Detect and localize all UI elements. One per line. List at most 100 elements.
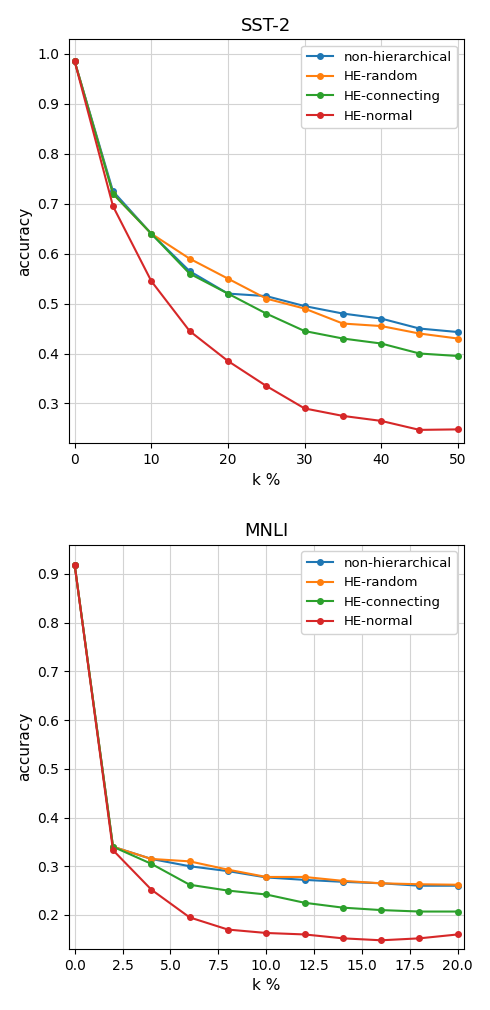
HE-connecting (148, 227, 154, 239)
HE-random (416, 327, 422, 339)
HE-normal (110, 844, 116, 856)
Y-axis label: accuracy: accuracy (17, 207, 32, 276)
non-hierarchical (110, 840, 116, 852)
non-hierarchical (72, 560, 77, 572)
Line: HE-random: HE-random (72, 59, 461, 341)
Line: HE-normal: HE-normal (72, 563, 461, 943)
HE-connecting (263, 307, 269, 319)
HE-normal (72, 560, 77, 572)
non-hierarchical (225, 288, 231, 300)
non-hierarchical (416, 322, 422, 334)
HE-connecting (225, 885, 231, 897)
non-hierarchical (416, 880, 422, 892)
HE-random (302, 303, 308, 315)
HE-random (225, 864, 231, 876)
non-hierarchical (340, 876, 346, 888)
non-hierarchical (187, 265, 193, 277)
HE-normal (187, 325, 193, 337)
HE-connecting (416, 906, 422, 918)
HE-random (455, 879, 461, 891)
HE-connecting (455, 906, 461, 918)
HE-connecting (378, 337, 384, 349)
HE-random (110, 840, 116, 852)
Line: non-hierarchical: non-hierarchical (72, 59, 461, 334)
HE-connecting (110, 188, 116, 200)
HE-normal (378, 934, 384, 946)
HE-normal (416, 932, 422, 944)
HE-normal (187, 911, 193, 923)
HE-connecting (302, 897, 308, 909)
HE-random (340, 317, 346, 329)
HE-normal (340, 410, 346, 422)
HE-random (340, 875, 346, 887)
Line: non-hierarchical: non-hierarchical (72, 563, 461, 889)
HE-connecting (455, 349, 461, 362)
HE-normal (455, 928, 461, 940)
HE-connecting (225, 288, 231, 300)
Legend: non-hierarchical, HE-random, HE-connecting, HE-normal: non-hierarchical, HE-random, HE-connecti… (301, 551, 457, 633)
non-hierarchical (378, 878, 384, 890)
HE-random (225, 273, 231, 285)
HE-random (378, 878, 384, 890)
Line: HE-connecting: HE-connecting (72, 59, 461, 359)
HE-connecting (187, 268, 193, 280)
non-hierarchical (148, 227, 154, 239)
HE-random (416, 879, 422, 891)
HE-connecting (340, 902, 346, 914)
HE-normal (416, 424, 422, 436)
HE-random (187, 855, 193, 868)
HE-connecting (340, 332, 346, 344)
HE-normal (340, 932, 346, 944)
non-hierarchical (225, 865, 231, 877)
HE-random (263, 871, 269, 883)
non-hierarchical (378, 312, 384, 324)
non-hierarchical (302, 874, 308, 886)
HE-random (455, 332, 461, 344)
HE-random (263, 293, 269, 305)
non-hierarchical (187, 861, 193, 873)
non-hierarchical (148, 852, 154, 865)
HE-normal (302, 928, 308, 940)
HE-normal (263, 927, 269, 939)
non-hierarchical (72, 56, 77, 68)
non-hierarchical (263, 290, 269, 302)
HE-connecting (302, 325, 308, 337)
HE-normal (302, 402, 308, 414)
HE-random (148, 227, 154, 239)
non-hierarchical (455, 880, 461, 892)
HE-random (148, 852, 154, 865)
HE-connecting (72, 56, 77, 68)
Line: HE-random: HE-random (72, 563, 461, 888)
HE-normal (225, 923, 231, 935)
Title: SST-2: SST-2 (241, 17, 292, 34)
HE-normal (378, 415, 384, 427)
Title: MNLI: MNLI (244, 522, 289, 540)
HE-connecting (263, 889, 269, 901)
HE-random (72, 56, 77, 68)
Y-axis label: accuracy: accuracy (17, 712, 32, 782)
HE-connecting (187, 879, 193, 891)
HE-connecting (416, 347, 422, 360)
non-hierarchical (302, 300, 308, 312)
X-axis label: k %: k % (252, 473, 280, 488)
HE-connecting (110, 840, 116, 852)
HE-normal (148, 275, 154, 287)
Line: HE-connecting: HE-connecting (72, 563, 461, 914)
HE-normal (110, 200, 116, 212)
HE-connecting (72, 560, 77, 572)
HE-connecting (148, 857, 154, 870)
HE-random (187, 252, 193, 265)
non-hierarchical (110, 185, 116, 197)
HE-random (110, 188, 116, 200)
HE-random (72, 560, 77, 572)
HE-normal (225, 355, 231, 367)
non-hierarchical (263, 872, 269, 884)
X-axis label: k %: k % (252, 979, 280, 993)
HE-random (302, 871, 308, 883)
non-hierarchical (340, 307, 346, 319)
HE-connecting (378, 904, 384, 916)
Legend: non-hierarchical, HE-random, HE-connecting, HE-normal: non-hierarchical, HE-random, HE-connecti… (301, 45, 457, 128)
HE-random (378, 320, 384, 332)
non-hierarchical (455, 326, 461, 338)
HE-normal (263, 380, 269, 392)
